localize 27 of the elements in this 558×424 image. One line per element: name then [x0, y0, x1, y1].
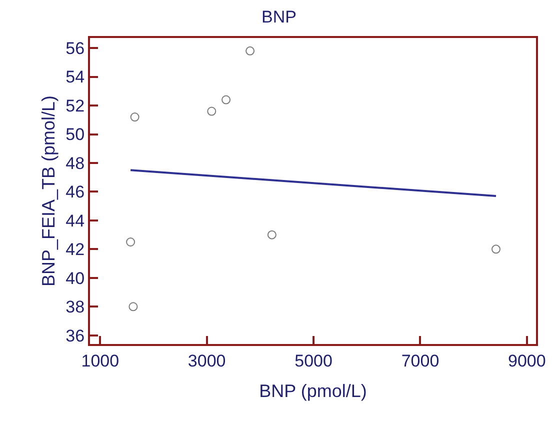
x-axis-title: BNP (pmol/L) [259, 381, 367, 401]
x-tick-label: 1000 [81, 351, 120, 370]
point [130, 112, 140, 122]
point [222, 95, 231, 104]
y-tick-label: 56 [66, 39, 85, 58]
x-tick-label: 5000 [294, 351, 332, 370]
x-tick-label: 3000 [188, 351, 226, 370]
y-tick-label: 50 [66, 125, 85, 144]
y-tick-label: 36 [66, 326, 85, 346]
point [207, 106, 216, 116]
point [126, 238, 136, 246]
x-tick-label: 7000 [401, 351, 440, 370]
y-tick-label: 44 [66, 211, 85, 230]
point [128, 302, 138, 312]
y-tick-label: 54 [66, 68, 85, 87]
y-tick-label: 42 [66, 240, 85, 260]
point [491, 244, 500, 254]
y-tick-label: 48 [66, 154, 85, 173]
x-tick-label: 9000 [508, 351, 546, 370]
y-tick-label: 52 [66, 96, 85, 116]
y-axis-title: BNP_FEIA_TB (pmol/L) [38, 95, 58, 287]
point [246, 46, 255, 56]
y-tick-label: 38 [66, 298, 85, 317]
y-tick-label: 46 [66, 182, 85, 202]
y-tick-label: 40 [66, 268, 85, 288]
point [267, 230, 276, 240]
chart-title: BNP [262, 8, 296, 26]
